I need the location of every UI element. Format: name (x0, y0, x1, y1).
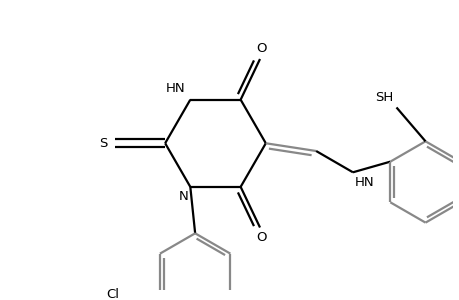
Text: N: N (178, 190, 188, 203)
Text: O: O (256, 42, 267, 55)
Text: Cl: Cl (106, 288, 119, 300)
Text: HN: HN (354, 176, 374, 189)
Text: O: O (256, 231, 267, 244)
Text: HN: HN (166, 82, 185, 95)
Text: S: S (99, 137, 107, 150)
Text: SH: SH (375, 91, 393, 103)
